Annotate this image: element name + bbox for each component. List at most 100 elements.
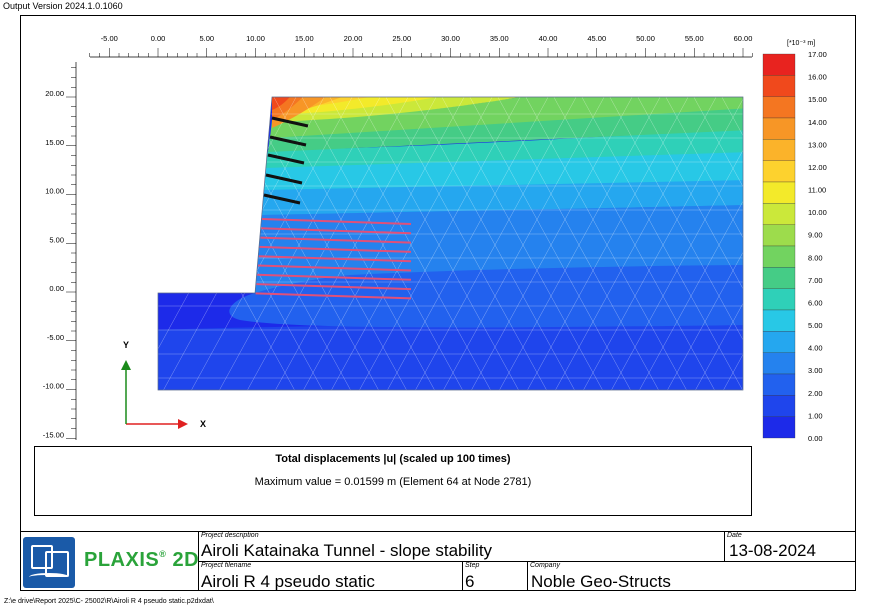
- company-label: Company: [530, 562, 560, 569]
- soil-nails: [263, 116, 309, 205]
- legend-level-label: 15.00: [808, 95, 827, 104]
- legend-swatch: [762, 245, 796, 268]
- legend-level-label: 9.00: [808, 231, 823, 240]
- plaxis-logo-text: PLAXIS® 2D: [84, 549, 200, 571]
- x-tick-label: 45.00: [587, 34, 606, 43]
- legend-level-label: 17.00: [808, 50, 827, 59]
- y-axis-label: Y: [123, 340, 129, 350]
- x-tick-label: 15.00: [295, 34, 314, 43]
- geogrid-line: [256, 283, 412, 291]
- soil-nail: [267, 153, 305, 165]
- step-label: Step: [465, 562, 480, 569]
- x-tick-label: 20.00: [344, 34, 363, 43]
- company-value: Noble Geo-Structs: [531, 572, 671, 591]
- logo-text-main: PLAXIS: [84, 549, 160, 571]
- x-tick-label: 55.00: [685, 34, 704, 43]
- geometry-outline: [157, 96, 744, 391]
- legend-swatch: [762, 288, 796, 311]
- version-label: Output Version 2024.1.0.1060: [3, 1, 123, 11]
- legend-level-label: 0.00: [808, 434, 823, 443]
- legend-swatch: [762, 373, 796, 396]
- legend-swatch: [762, 352, 796, 375]
- geogrid-line: [257, 264, 412, 272]
- project-filename: Airoli R 4 pseudo static: [201, 572, 375, 591]
- footer-divider: [20, 531, 856, 532]
- project-description: Airoli Katainaka Tunnel - slope stabilit…: [201, 541, 493, 560]
- y-tick-label: 0.00: [49, 284, 64, 293]
- y-tick-label: 10.00: [45, 187, 64, 196]
- geogrid-line: [260, 236, 412, 244]
- caption-max-value: Maximum value = 0.01599 m (Element 64 at…: [254, 476, 532, 488]
- x-tick-label: 25.00: [392, 34, 411, 43]
- y-tick-label: -10.00: [43, 382, 64, 391]
- y-tick-label: 15.00: [45, 138, 64, 147]
- geogrid-line: [258, 255, 412, 263]
- file-path: Z:\e drive\Report 2025\C- 25002\R\Airoli…: [4, 598, 214, 605]
- legend-swatch: [762, 160, 796, 183]
- legend-swatch: [762, 139, 796, 161]
- legend-level-label: 3.00: [808, 366, 823, 375]
- legend-swatch: [762, 395, 796, 417]
- caption-title: Total displacements |u| (scaled up 100 t…: [275, 453, 511, 465]
- y-tick-label: -5.00: [47, 333, 64, 342]
- x-tick-label: 50.00: [636, 34, 655, 43]
- soil-nail: [269, 135, 307, 147]
- y-tick-label: 5.00: [49, 235, 64, 244]
- x-tick-label: -5.00: [101, 34, 118, 43]
- step-value: 6: [465, 572, 475, 591]
- project-filename-label: Project filename: [201, 562, 252, 569]
- logo-text-suffix: 2D: [172, 549, 200, 571]
- date-label: Date: [727, 532, 742, 539]
- plaxis-logo-icon: [23, 537, 75, 588]
- legend-swatch: [762, 96, 796, 119]
- soil-nail: [263, 193, 301, 205]
- legend-swatch: [762, 117, 796, 140]
- date-value: 13-08-2024: [729, 541, 816, 560]
- geogrid-line: [257, 273, 412, 281]
- output-frame: [20, 15, 856, 591]
- x-ruler: [89, 48, 753, 58]
- legend-level-label: 8.00: [808, 253, 823, 262]
- y-tick-label: 20.00: [45, 89, 64, 98]
- x-tick-label: 30.00: [441, 34, 460, 43]
- legend-swatch: [762, 203, 796, 225]
- color-legend: 17.00 16.00 15.00 14.00 13.00 12.00 11.00 10.00…: [762, 50, 827, 443]
- x-axis-label: X: [200, 419, 206, 429]
- legend-level-label: 5.00: [808, 321, 823, 330]
- legend-level-label: 4.00: [808, 344, 823, 353]
- caption-box: Total displacements |u| (scaled up 100 t…: [34, 446, 752, 516]
- x-arrow-icon: [178, 419, 188, 429]
- y-ruler: [66, 62, 77, 440]
- x-tick-labels: -5.00 0.00 5.00 10.00 15.00 20.00 25.00 30.00 35…: [101, 34, 753, 43]
- legend-level-label: 13.00: [808, 140, 827, 149]
- legend-swatch: [762, 267, 796, 289]
- axis-indicator: X Y: [121, 340, 206, 429]
- x-tick-label: 60.00: [734, 34, 753, 43]
- legend-level-label: 11.00: [808, 186, 826, 195]
- legend-level-label: 6.00: [808, 298, 823, 307]
- company-cell-border: [527, 561, 528, 591]
- legend-swatch: [762, 224, 796, 247]
- legend-swatch: [762, 181, 796, 204]
- geogrid-layers: [255, 218, 412, 300]
- step-cell-border: [462, 561, 463, 591]
- geogrid-line: [259, 245, 412, 253]
- soil-nail: [271, 116, 309, 128]
- legend-swatch: [762, 309, 796, 332]
- y-tick-label: -15.00: [43, 430, 64, 439]
- legend-level-label: 14.00: [808, 118, 827, 127]
- legend-level-label: 16.00: [808, 73, 827, 82]
- project-description-label: Project description: [201, 532, 259, 539]
- legend-level-label: 12.00: [808, 163, 827, 172]
- legend-swatch: [762, 331, 796, 353]
- legend-level-label: 2.00: [808, 389, 823, 398]
- legend-swatch: [762, 53, 796, 76]
- soil-nail: [265, 173, 303, 185]
- x-tick-label: 10.00: [246, 34, 265, 43]
- x-tick-label: 5.00: [199, 34, 214, 43]
- x-tick-label: 35.00: [490, 34, 509, 43]
- legend-unit-label: [*10⁻³ m]: [787, 40, 815, 47]
- legend-level-label: 10.00: [808, 208, 827, 217]
- x-tick-label: 40.00: [539, 34, 558, 43]
